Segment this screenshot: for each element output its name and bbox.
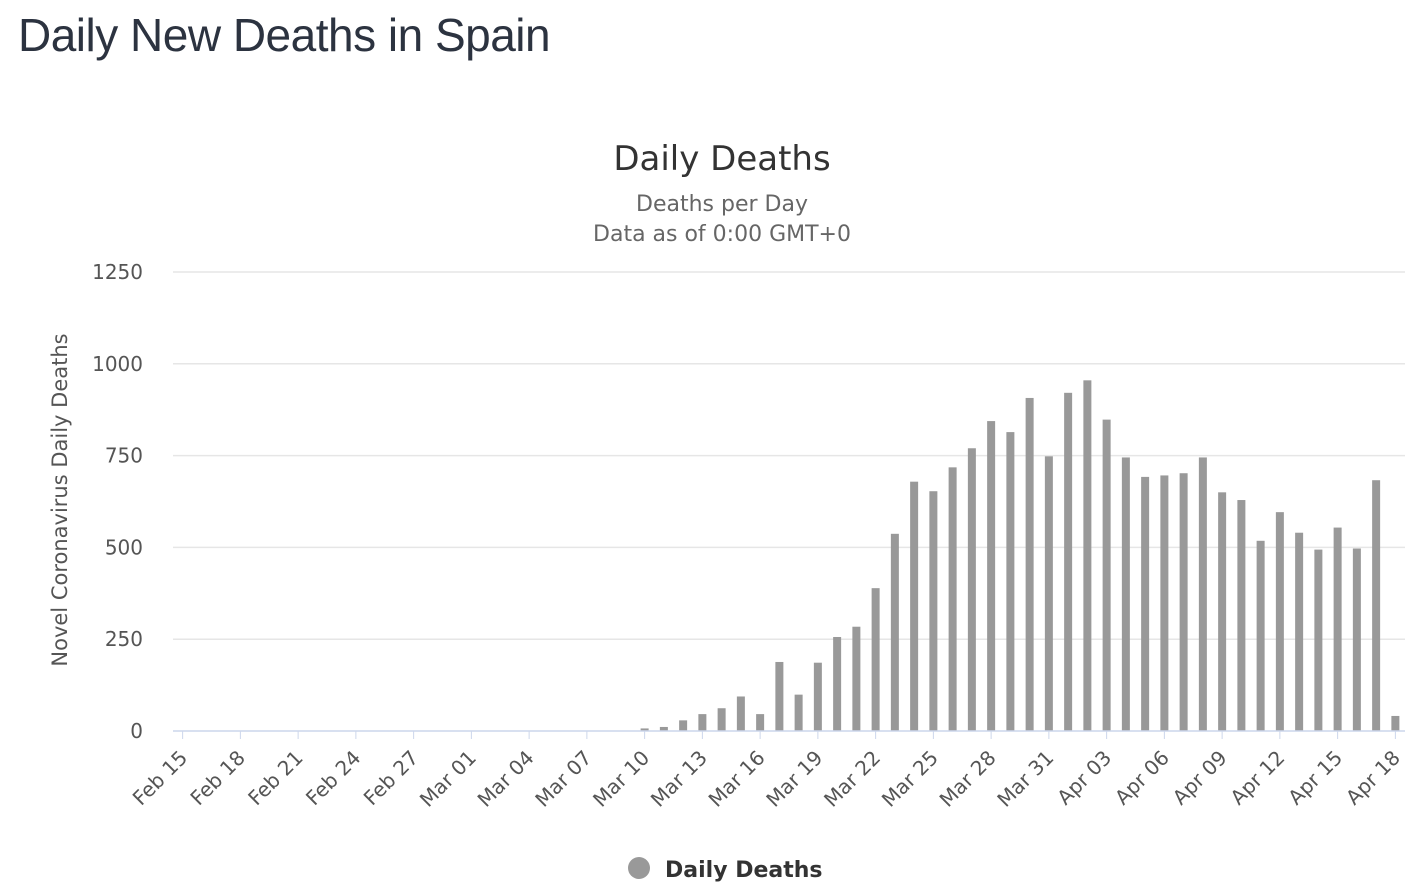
bar[interactable] <box>948 467 957 731</box>
bar[interactable] <box>775 661 784 731</box>
bar[interactable] <box>910 481 919 731</box>
bar[interactable] <box>813 662 822 731</box>
y-tick-label: 0 <box>130 719 143 743</box>
bar[interactable] <box>1295 532 1304 731</box>
y-tick-label: 500 <box>105 535 143 559</box>
x-tick-label: Feb 24 <box>301 746 366 811</box>
bar[interactable] <box>967 448 976 731</box>
bar[interactable] <box>1179 473 1188 731</box>
x-tick-label: Mar 10 <box>588 746 654 812</box>
x-tick-label: Apr 12 <box>1225 746 1289 810</box>
bar[interactable] <box>1333 527 1342 731</box>
bar[interactable] <box>794 694 803 731</box>
x-tick-label: Mar 07 <box>530 746 596 812</box>
bars <box>640 380 1400 731</box>
bar[interactable] <box>736 696 745 731</box>
bar[interactable] <box>890 533 899 731</box>
y-axis-ticks: 0 250 500 750 1000 1250 <box>92 260 143 743</box>
bar[interactable] <box>756 714 765 731</box>
y-tick-label: 250 <box>105 627 143 651</box>
x-tick-label: Mar 22 <box>819 746 885 812</box>
bar[interactable] <box>1064 392 1073 731</box>
x-tick-label: Apr 03 <box>1052 746 1116 810</box>
y-axis-label: Novel Coronavirus Daily Deaths <box>48 333 72 666</box>
bar[interactable] <box>1352 548 1361 731</box>
bar[interactable] <box>987 421 996 731</box>
x-tick-label: Mar 31 <box>992 746 1058 812</box>
bar[interactable] <box>833 636 842 731</box>
bar[interactable] <box>659 726 668 731</box>
x-tick-label: Mar 28 <box>935 746 1001 812</box>
legend[interactable]: Daily Deaths <box>628 857 823 883</box>
bar[interactable] <box>852 626 861 731</box>
bar[interactable] <box>1218 492 1227 731</box>
chart-subtitle-line-2: Data as of 0:00 GMT+0 <box>593 222 851 247</box>
bar[interactable] <box>1083 380 1092 731</box>
chart-subtitle-line-1: Deaths per Day <box>636 192 808 217</box>
bar[interactable] <box>1198 457 1207 731</box>
x-tick-label: Mar 25 <box>877 746 943 812</box>
x-tick-label: Apr 09 <box>1168 746 1232 810</box>
x-tick-label: Apr 18 <box>1341 746 1405 810</box>
x-tick-label: Apr 15 <box>1283 746 1347 810</box>
x-tick-label: Mar 16 <box>704 746 770 812</box>
bar[interactable] <box>1121 457 1130 731</box>
bar[interactable] <box>929 491 938 731</box>
bar[interactable] <box>1237 500 1246 731</box>
bar[interactable] <box>717 708 726 731</box>
x-tick-label: Feb 27 <box>359 746 424 811</box>
chart-title: Daily Deaths <box>613 139 830 179</box>
y-tick-label: 750 <box>105 444 143 468</box>
bar[interactable] <box>1141 476 1150 731</box>
bar[interactable] <box>1275 512 1284 731</box>
page-title: Daily New Deaths in Spain <box>18 9 551 61</box>
bar[interactable] <box>871 588 880 731</box>
bar[interactable] <box>698 714 707 731</box>
x-tick-label: Feb 15 <box>128 746 193 811</box>
bar[interactable] <box>1160 475 1169 731</box>
x-tick-label: Feb 18 <box>185 746 250 811</box>
x-tick-label: Mar 01 <box>415 746 481 812</box>
y-tick-label: 1000 <box>92 352 143 376</box>
bar[interactable] <box>1372 480 1381 731</box>
legend-marker <box>628 857 650 879</box>
bar[interactable] <box>1314 549 1323 731</box>
y-tick-label: 1250 <box>92 260 143 284</box>
legend-label[interactable]: Daily Deaths <box>665 858 823 883</box>
x-tick-label: Apr 06 <box>1110 746 1174 810</box>
bar[interactable] <box>679 720 688 731</box>
bar[interactable] <box>1006 432 1015 731</box>
bar[interactable] <box>640 728 649 731</box>
x-tick-label: Mar 04 <box>473 746 539 812</box>
bar[interactable] <box>1044 456 1053 731</box>
x-tick-label: Feb 21 <box>243 746 308 811</box>
bar[interactable] <box>1102 419 1111 731</box>
bar[interactable] <box>1391 715 1400 731</box>
x-tick-label: Mar 13 <box>646 746 712 812</box>
bar[interactable] <box>1256 540 1265 731</box>
x-tick-label: Mar 19 <box>761 746 827 812</box>
bar[interactable] <box>1025 397 1034 731</box>
